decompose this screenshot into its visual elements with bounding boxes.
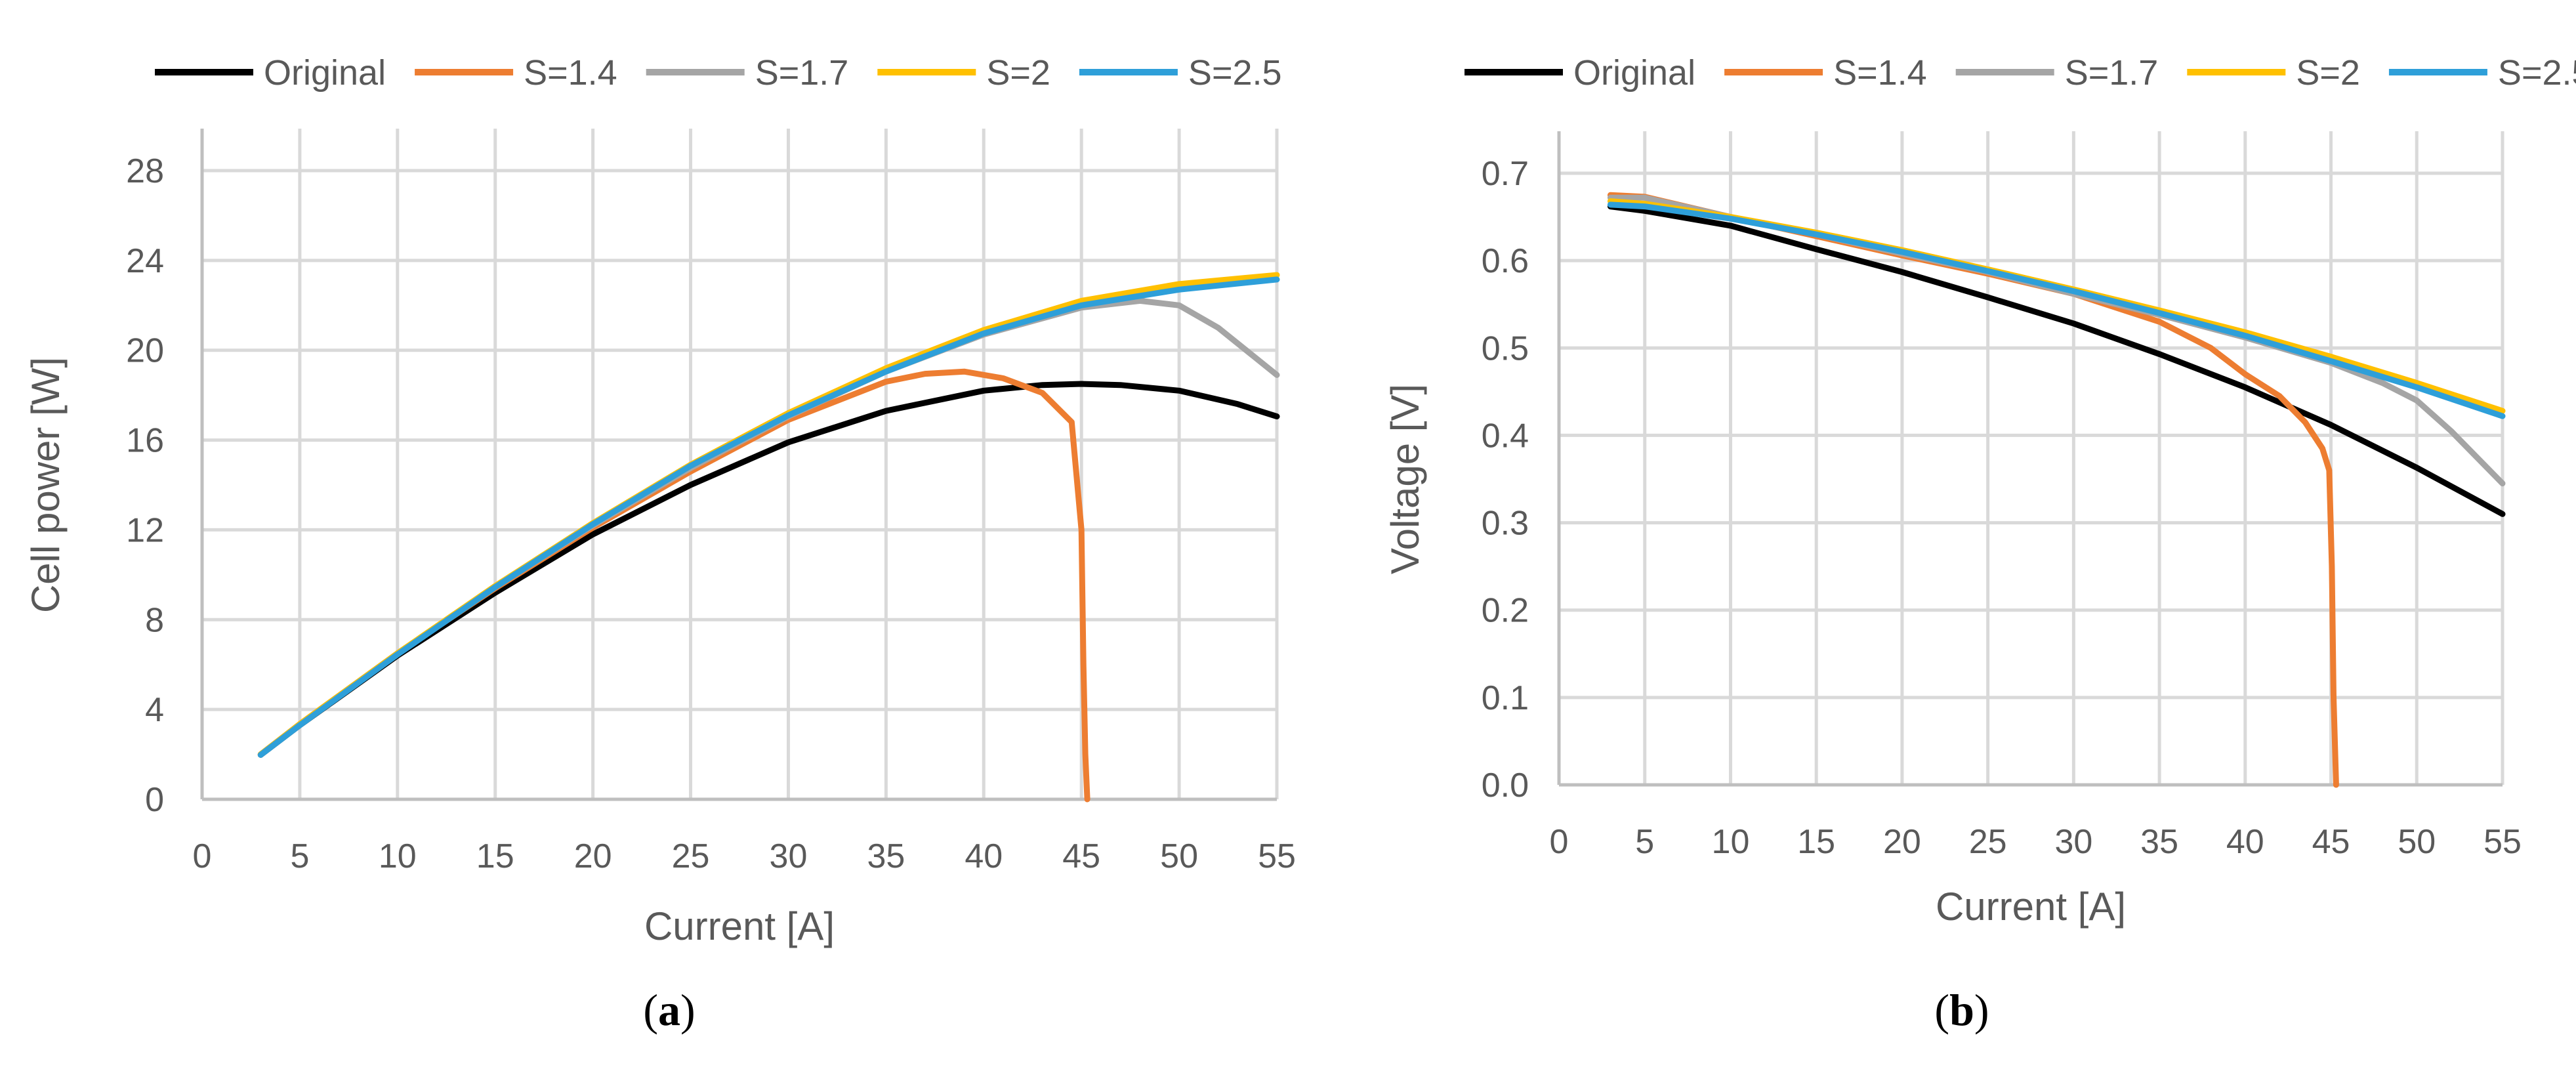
y-tick-label: 24 [126,242,164,280]
legend-label: Original [1573,53,1695,93]
panel-label-b-letter: b [1949,985,1974,1035]
y-tick-label: 0.5 [1482,329,1529,367]
x-tick-label: 30 [770,837,808,875]
x-tick-label: 20 [1883,823,1921,861]
x-tick-label: 55 [1258,837,1296,875]
x-tick-label: 10 [1712,823,1750,861]
x-tick-label: 0 [1550,823,1569,861]
y-tick-label: 0.3 [1482,505,1529,543]
legend-label: S=1.7 [755,53,849,93]
legend-label: Original [264,53,386,93]
panel-label-b: (b) [1934,985,1989,1035]
series-line-original [1607,203,2506,517]
x-tick-label: 5 [290,837,309,875]
x-axis-title: Current [A] [1936,885,2126,929]
legend-label: S=1.4 [1833,53,1927,93]
y-tick-label: 12 [126,511,164,549]
panel-label-b-open: ( [1934,985,1949,1035]
x-tick-label: 25 [672,837,710,875]
y-axis-title: Cell power [W] [24,357,68,613]
y-tick-label: 0.4 [1482,417,1529,455]
panel-label-a: (a) [643,985,695,1035]
legend-label: S=1.4 [524,53,617,93]
panel-label-a-letter: a [658,985,680,1035]
x-tick-label: 20 [574,837,612,875]
chart-panel-a: 0 4 8 12 16 20 24 28 0 5 10 15 20 25 30 35 40 45 50 55 Curre… [24,53,1296,948]
x-tick-label: 5 [1635,823,1654,861]
x-tick-label: 40 [965,837,1003,875]
y-tick-label: 4 [145,691,164,729]
x-tick-label: 15 [1797,823,1835,861]
panel-label-a-close: ) [680,985,696,1035]
legend-label: S=2.5 [2498,53,2576,93]
x-tick-label: 40 [2226,823,2264,861]
legend-label: S=1.7 [2065,53,2159,93]
x-tick-label: 35 [2140,823,2178,861]
x-tick-label: 15 [476,837,514,875]
y-tick-label: 0.7 [1482,155,1529,193]
panel-label-b-close: ) [1974,985,1989,1035]
legend-label: S=2.5 [1188,53,1282,93]
series-line-s-2 [257,272,1280,758]
legend-label: S=2 [2296,53,2360,93]
x-tick-label: 0 [193,837,212,875]
x-tick-label: 50 [1160,837,1198,875]
x-tick-label: 10 [379,837,417,875]
series-line-s-1-7 [257,297,1280,758]
y-tick-label: 0.0 [1482,766,1529,805]
y-tick-label: 0 [145,781,164,819]
y-tick-label: 0.1 [1482,679,1529,717]
x-tick-label: 25 [1969,823,2007,861]
x-tick-label: 55 [2483,823,2522,861]
y-tick-label: 20 [126,332,164,370]
series-line-s-2-5 [1607,201,2506,419]
x-tick-label: 30 [2054,823,2092,861]
chart-panel-b: 0.0 0.1 0.2 0.3 0.4 0.5 0.6 0.7 0 5 10 15 20 25 30 35 40… [1383,53,2576,929]
y-tick-label: 0.2 [1482,592,1529,630]
y-tick-label: 0.6 [1482,242,1529,280]
x-tick-label: 50 [2398,823,2436,861]
y-tick-label: 8 [145,601,164,639]
legend: Original S=1.4 S=1.7 S=2 S=2.5 [1465,53,2576,93]
y-tick-label: 16 [126,422,164,460]
series-line-s-1-4 [257,368,1091,803]
legend: Original S=1.4 S=1.7 S=2 S=2.5 [155,53,1282,93]
x-tick-label: 45 [2312,823,2350,861]
y-axis-title: Voltage [V] [1383,384,1427,574]
panel-label-a-open: ( [643,985,658,1035]
x-axis-title: Current [A] [644,904,835,948]
series-line-s-2-5 [257,276,1280,758]
x-tick-label: 35 [867,837,905,875]
legend-label: S=2 [986,53,1050,93]
y-tick-label: 28 [126,152,164,190]
x-tick-label: 45 [1062,837,1100,875]
